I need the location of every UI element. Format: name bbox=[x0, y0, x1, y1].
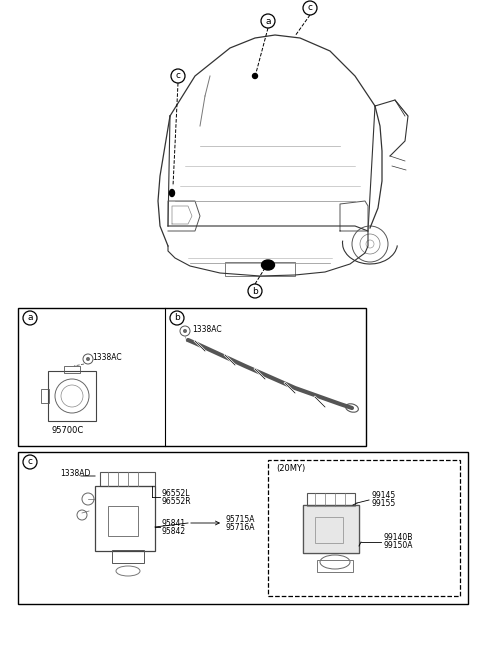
Circle shape bbox=[183, 329, 187, 333]
Ellipse shape bbox=[262, 260, 275, 270]
Text: 99150A: 99150A bbox=[383, 541, 412, 550]
Text: 1338AD: 1338AD bbox=[60, 468, 90, 478]
Text: 1338AC: 1338AC bbox=[92, 354, 121, 363]
Bar bbox=[95, 486, 155, 551]
Bar bbox=[225, 262, 295, 276]
Text: 96552L: 96552L bbox=[162, 489, 191, 497]
Bar bbox=[317, 560, 353, 572]
Text: 1338AC: 1338AC bbox=[192, 325, 222, 335]
Bar bbox=[18, 308, 366, 446]
Text: a: a bbox=[265, 16, 271, 26]
Text: 96552R: 96552R bbox=[162, 497, 192, 506]
Text: 95842: 95842 bbox=[162, 527, 186, 535]
Bar bbox=[303, 505, 359, 553]
Text: a: a bbox=[27, 314, 33, 323]
Text: 99145: 99145 bbox=[371, 491, 395, 501]
Bar bbox=[100, 472, 155, 486]
Circle shape bbox=[252, 73, 257, 79]
Text: 95715A: 95715A bbox=[225, 514, 254, 523]
Bar bbox=[48, 371, 96, 421]
Text: 99140B: 99140B bbox=[383, 533, 412, 543]
Text: c: c bbox=[27, 457, 33, 466]
Bar bbox=[18, 452, 468, 604]
Text: c: c bbox=[176, 72, 180, 81]
Bar bbox=[315, 517, 343, 543]
Bar bbox=[112, 550, 144, 563]
Bar bbox=[108, 506, 138, 536]
Bar bbox=[64, 366, 80, 373]
Bar bbox=[268, 460, 460, 596]
Text: b: b bbox=[252, 287, 258, 295]
Text: b: b bbox=[174, 314, 180, 323]
Bar bbox=[307, 493, 355, 506]
Bar bbox=[303, 505, 359, 553]
Text: 95841: 95841 bbox=[162, 518, 186, 527]
Text: 95716A: 95716A bbox=[225, 522, 254, 531]
Bar bbox=[41, 389, 49, 403]
Text: c: c bbox=[308, 3, 312, 12]
Text: (20MY): (20MY) bbox=[276, 464, 305, 472]
Ellipse shape bbox=[169, 190, 175, 197]
Text: 95700C: 95700C bbox=[51, 426, 83, 435]
Circle shape bbox=[86, 357, 90, 361]
Text: 99155: 99155 bbox=[371, 499, 395, 508]
